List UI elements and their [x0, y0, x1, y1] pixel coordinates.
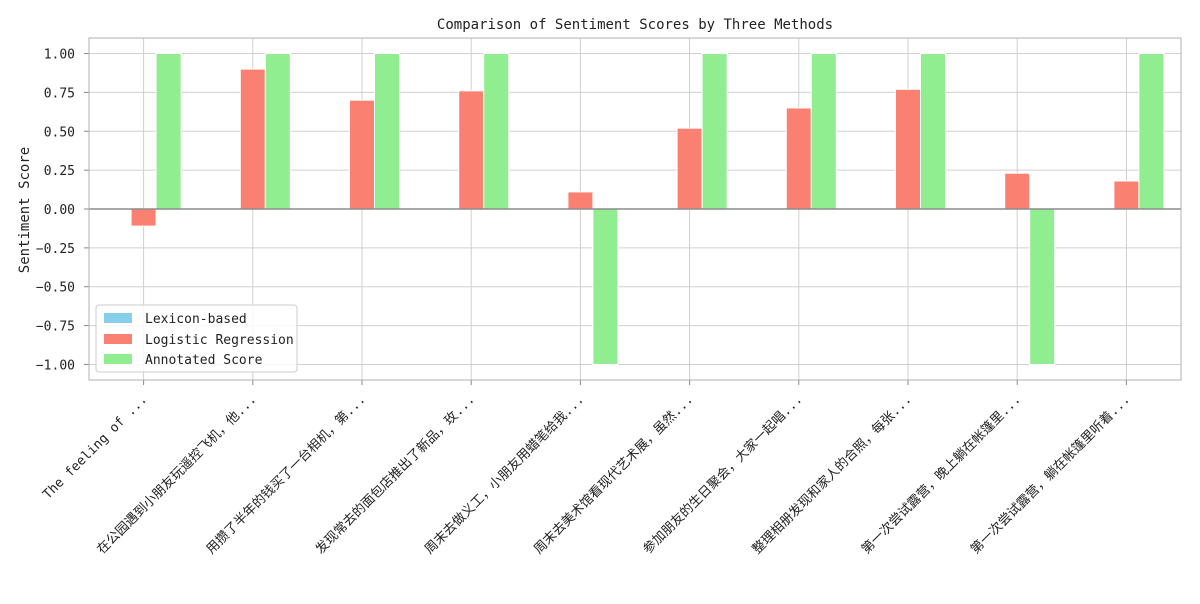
bar-annotated-score: [1029, 208, 1056, 365]
legend-frame: [95, 304, 298, 373]
bar-logistic-regression: [1004, 172, 1031, 210]
legend: Lexicon-based Logistic Regression Annota…: [95, 304, 298, 373]
y-axis-label: Sentiment Score: [17, 147, 33, 273]
bar-annotated-score: [810, 53, 837, 210]
y-tick-label: 0.75: [44, 86, 75, 101]
bars: [105, 53, 1165, 365]
bar-annotated-score: [701, 53, 728, 210]
bar-logistic-regression: [1113, 180, 1140, 210]
bar-annotated-score: [592, 208, 619, 365]
plot-frame: [88, 37, 1182, 381]
chart-title: Comparison of Sentiment Scores by Three …: [437, 17, 833, 33]
y-tick-label: −0.50: [36, 281, 75, 296]
bar-logistic-regression: [239, 68, 266, 210]
bar-logistic-regression: [895, 88, 921, 210]
bar-annotated-score: [1138, 53, 1165, 210]
bar-logistic-regression: [676, 127, 703, 210]
y-tick-label: −0.25: [36, 242, 75, 257]
legend-label-annotated: Annotated Score: [145, 353, 263, 368]
y-tick-label: 1.00: [44, 48, 75, 63]
bar-annotated-score: [264, 53, 291, 210]
bar-logistic-regression: [130, 208, 157, 227]
legend-swatch-annotated: [104, 354, 132, 364]
bar-annotated-score: [374, 53, 400, 210]
bar-annotated-score: [483, 53, 510, 210]
y-tick-label: 0.50: [44, 125, 75, 140]
legend-swatch-lexicon: [104, 313, 132, 323]
bar-logistic-regression: [349, 99, 375, 210]
bar-logistic-regression: [785, 107, 812, 210]
legend-swatch-logistic: [104, 334, 132, 344]
y-tick-label: 0.00: [44, 203, 75, 218]
y-tick-label: −0.75: [36, 320, 75, 335]
y-tick-label: 0.25: [44, 164, 75, 179]
bar-logistic-regression: [458, 90, 485, 210]
legend-label-lexicon: Lexicon-based: [145, 312, 247, 327]
bar-annotated-score: [920, 53, 946, 210]
y-tick-label: −1.00: [36, 358, 75, 373]
bar-annotated-score: [155, 53, 182, 210]
legend-label-logistic: Logistic Regression: [145, 333, 294, 348]
bar-logistic-regression: [567, 191, 594, 210]
